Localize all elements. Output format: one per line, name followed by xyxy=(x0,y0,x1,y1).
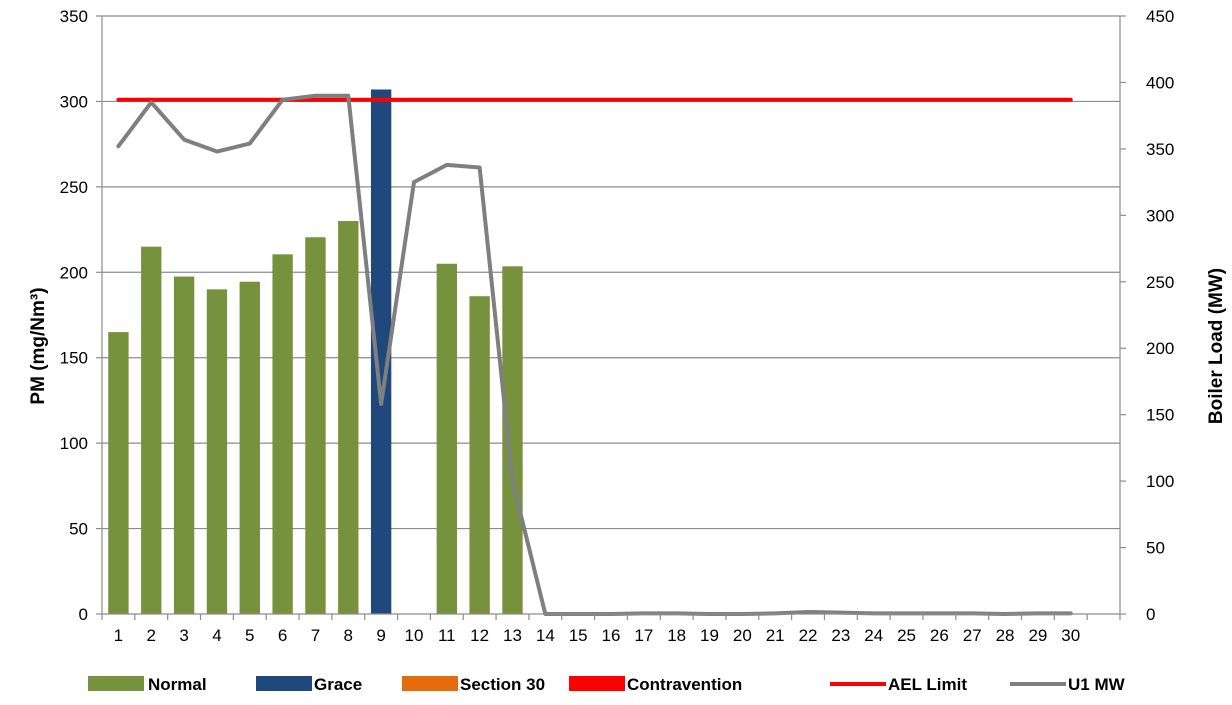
x-tick-label: 20 xyxy=(733,626,752,645)
x-tick-label: 26 xyxy=(930,626,949,645)
legend-label-normal: Normal xyxy=(148,675,207,694)
x-tick-label: 23 xyxy=(831,626,850,645)
x-tick-label: 17 xyxy=(634,626,653,645)
y2-tick-label: 250 xyxy=(1146,273,1174,292)
legend-label-u1-mw: U1 MW xyxy=(1068,675,1126,694)
x-tick-label: 4 xyxy=(212,626,221,645)
y2-tick-label: 400 xyxy=(1146,73,1174,92)
bar-series xyxy=(108,89,523,615)
x-tick-label: 9 xyxy=(376,626,385,645)
x-tick-label: 19 xyxy=(700,626,719,645)
bar-normal xyxy=(469,296,490,614)
y-tick-label: 200 xyxy=(60,263,88,282)
bar-normal xyxy=(108,332,129,614)
y-tick-label: 150 xyxy=(60,349,88,368)
y2-tick-label: 350 xyxy=(1146,140,1174,159)
x-tick-label: 6 xyxy=(278,626,287,645)
legend-label-grace: Grace xyxy=(314,675,362,694)
y2-tick-label: 300 xyxy=(1146,206,1174,225)
x-tick-label: 12 xyxy=(470,626,489,645)
y2-tick-label: 50 xyxy=(1146,539,1165,558)
x-tick-label: 10 xyxy=(405,626,424,645)
axes: 0 50 100 150 200 250 300 350 0 50 100 150 200 250 300 3… xyxy=(60,7,1175,645)
legend: Normal Grace Section 30 Contravention AEL Li… xyxy=(88,675,1126,694)
y2-tick-label: 450 xyxy=(1146,7,1174,26)
legend-swatch-grace xyxy=(256,676,312,691)
y-tick-label: 250 xyxy=(60,178,88,197)
x-tick-label: 5 xyxy=(245,626,254,645)
legend-label-section-30: Section 30 xyxy=(460,675,545,694)
x-tick-label: 16 xyxy=(602,626,621,645)
bar-normal xyxy=(173,276,195,614)
x-tick-label: 28 xyxy=(996,626,1015,645)
x-tick-label: 1 xyxy=(114,626,123,645)
x-tick-label: 24 xyxy=(864,626,883,645)
y-tick-label: 300 xyxy=(60,92,88,111)
x-tick-label: 18 xyxy=(667,626,686,645)
y-tick-label: 50 xyxy=(69,520,88,539)
bar-normal xyxy=(305,237,326,614)
bar-normal xyxy=(272,254,293,615)
y-tick-label: 0 xyxy=(79,605,88,624)
y2-axis-title: Boiler Load (MW) xyxy=(1206,268,1227,424)
line-series xyxy=(116,93,1073,616)
bar-normal xyxy=(239,281,260,614)
x-tick-label: 29 xyxy=(1028,626,1047,645)
bar-normal xyxy=(502,266,523,614)
x-tick-label: 27 xyxy=(963,626,982,645)
x-tick-label: 2 xyxy=(147,626,156,645)
y2-tick-label: 200 xyxy=(1146,339,1174,358)
bar-normal xyxy=(338,221,359,614)
x-tick-label: 15 xyxy=(569,626,588,645)
y-tick-label: 100 xyxy=(60,434,88,453)
bar-normal xyxy=(206,289,228,614)
y-tick-label: 350 xyxy=(60,7,88,26)
x-tick-label: 7 xyxy=(311,626,320,645)
legend-label-ael-limit: AEL Limit xyxy=(888,675,967,694)
y2-tick-label: 100 xyxy=(1146,472,1174,491)
x-tick-label: 25 xyxy=(897,626,916,645)
y2-tick-label: 150 xyxy=(1146,406,1174,425)
bar-normal xyxy=(436,263,457,614)
legend-swatch-section-30 xyxy=(402,676,458,691)
bar-grace xyxy=(370,89,392,615)
legend-swatch-contravention xyxy=(569,676,625,691)
x-tick-label: 11 xyxy=(438,626,456,645)
x-tick-label: 8 xyxy=(344,626,353,645)
legend-swatch-normal xyxy=(88,676,144,691)
y-axis-title: PM (mg/Nm³) xyxy=(28,287,49,404)
line-u1-mw xyxy=(116,93,1073,616)
x-tick-label: 22 xyxy=(799,626,818,645)
x-tick-label: 14 xyxy=(536,626,555,645)
x-tick-label: 21 xyxy=(766,626,785,645)
bar-normal xyxy=(141,246,162,614)
x-tick-label: 30 xyxy=(1061,626,1080,645)
legend-label-contravention: Contravention xyxy=(627,675,742,694)
x-tick-label: 3 xyxy=(179,626,188,645)
y2-tick-label: 0 xyxy=(1146,605,1155,624)
x-tick-label: 13 xyxy=(503,626,522,645)
